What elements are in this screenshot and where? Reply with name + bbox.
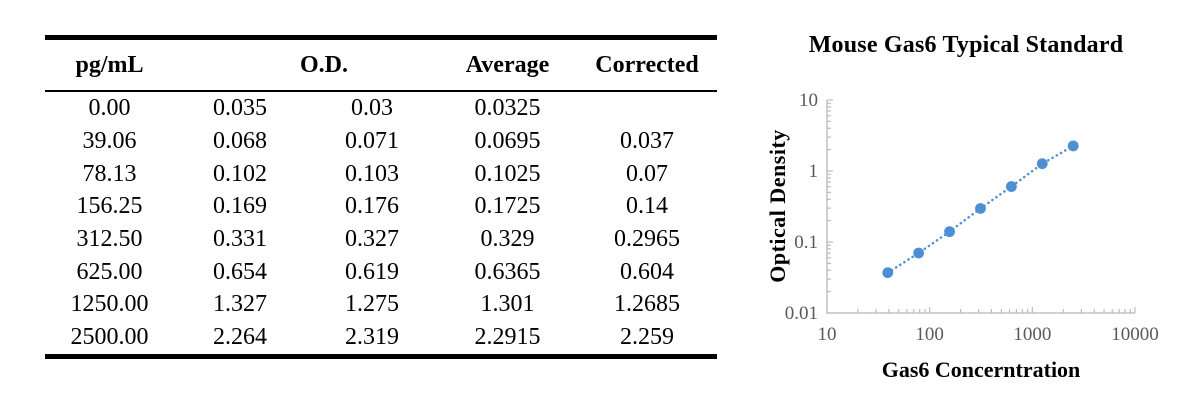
- data-point: [944, 226, 955, 238]
- table-row: 156.25 0.169 0.176 0.1725 0.14: [45, 190, 717, 223]
- y-tick-label: 10: [799, 90, 818, 111]
- table-cell: 1.2685: [614, 291, 680, 318]
- table-top-rule: [45, 35, 717, 40]
- y-tick-label: 1: [809, 161, 819, 182]
- y-tick-label: 0.1: [794, 232, 818, 253]
- table-cell: 0.1725: [474, 193, 541, 220]
- x-tick-label: 1000: [1013, 324, 1051, 345]
- table-cell: 0.604: [620, 258, 674, 285]
- table-cell: 0.169: [213, 193, 267, 220]
- table-cell: 0.102: [213, 160, 267, 187]
- table-cell: [577, 91, 717, 125]
- table-cell: 0.103: [345, 160, 399, 187]
- table-row: 625.00 0.654 0.619 0.6365 0.604: [45, 255, 717, 288]
- table-cell: 0.331: [213, 226, 267, 253]
- table-cell: 0.0325: [474, 95, 541, 122]
- table-cell: 2.264: [213, 324, 267, 351]
- table-cell: 0.037: [620, 128, 674, 155]
- table-cell: 0.068: [213, 128, 267, 155]
- table-row: 78.13 0.102 0.103 0.1025 0.07: [45, 157, 717, 190]
- data-point: [975, 203, 986, 214]
- table-cell: 0.071: [345, 128, 399, 155]
- table-cell: 0.329: [480, 226, 535, 253]
- table-cell: 2.259: [620, 324, 674, 351]
- table-cell: 312.50: [76, 226, 143, 253]
- table-cell: 156.25: [76, 193, 143, 220]
- table-cell: 1.301: [480, 291, 535, 318]
- table-cell: 0.6365: [474, 258, 541, 285]
- table-cell: 2.319: [345, 324, 399, 351]
- y-axis-title: Optical Density: [765, 129, 790, 283]
- column-header-average: Average: [438, 40, 577, 92]
- table-cell: 0.327: [345, 226, 399, 253]
- table-cell: 625.00: [76, 258, 143, 285]
- table-cell: 0.1025: [474, 160, 541, 187]
- data-point: [1067, 140, 1079, 152]
- table-row: 0.00 0.035 0.03 0.0325: [45, 91, 717, 125]
- table-cell: 1.275: [345, 291, 399, 318]
- data-point: [1036, 158, 1048, 170]
- table-row: 39.06 0.068 0.071 0.0695 0.037: [45, 125, 717, 158]
- standard-values-table: pg/mL O.D. Average Corrected 0.00 0.035 0.…: [45, 40, 717, 354]
- table-cell: 0.00: [88, 95, 131, 122]
- table-cell: 39.06: [82, 128, 137, 155]
- x-tick-label: 10000: [1111, 324, 1159, 345]
- table-row: 312.50 0.331 0.327 0.329 0.2965: [45, 223, 717, 256]
- table-row: 1250.00 1.327 1.275 1.301 1.2685: [45, 288, 717, 321]
- column-header-concentration: pg/mL: [45, 40, 174, 92]
- chart-title: Mouse Gas6 Typical Standard: [808, 32, 1124, 58]
- data-point: [913, 247, 925, 259]
- table-cell: 2.2915: [474, 324, 541, 351]
- table-cell: 78.13: [82, 160, 137, 187]
- table-cell: 0.035: [213, 95, 267, 122]
- standard-curve-chart: Mouse Gas6 Typical Standard Optical Dens…: [740, 0, 1192, 407]
- y-tick-label: 0.01: [785, 303, 818, 324]
- standard-table: pg/mL O.D. Average Corrected 0.00 0.035 0.…: [45, 35, 717, 359]
- table-cell: 0.654: [213, 258, 267, 285]
- table-cell: 1.327: [213, 291, 267, 318]
- table-cell: 1250.00: [70, 291, 149, 318]
- x-tick-label: 10: [818, 324, 837, 345]
- table-header-row: pg/mL O.D. Average Corrected: [45, 40, 717, 92]
- data-point: [882, 267, 894, 279]
- table-cell: 0.0695: [474, 128, 541, 155]
- table-row: 2500.00 2.264 2.319 2.2915 2.259: [45, 321, 717, 354]
- table-cell: 0.176: [345, 193, 399, 220]
- table-cell: 0.03: [351, 95, 393, 122]
- x-axis-title: Gas6 Concerntration: [881, 357, 1081, 382]
- table-cell: 0.14: [626, 193, 668, 220]
- column-header-od: O.D.: [174, 40, 438, 92]
- table-cell: 0.619: [345, 258, 399, 285]
- column-header-corrected: Corrected: [577, 40, 717, 92]
- x-tick-label: 100: [915, 324, 944, 345]
- table-cell: 0.07: [626, 160, 668, 187]
- table-cell: 0.2965: [614, 226, 680, 253]
- standard-curve-plot: 10 100 1000 10000 10 1 0.1 0.01: [785, 90, 1159, 345]
- table-cell: 2500.00: [70, 324, 149, 351]
- table-bottom-rule: [45, 353, 717, 359]
- data-point: [1005, 181, 1017, 192]
